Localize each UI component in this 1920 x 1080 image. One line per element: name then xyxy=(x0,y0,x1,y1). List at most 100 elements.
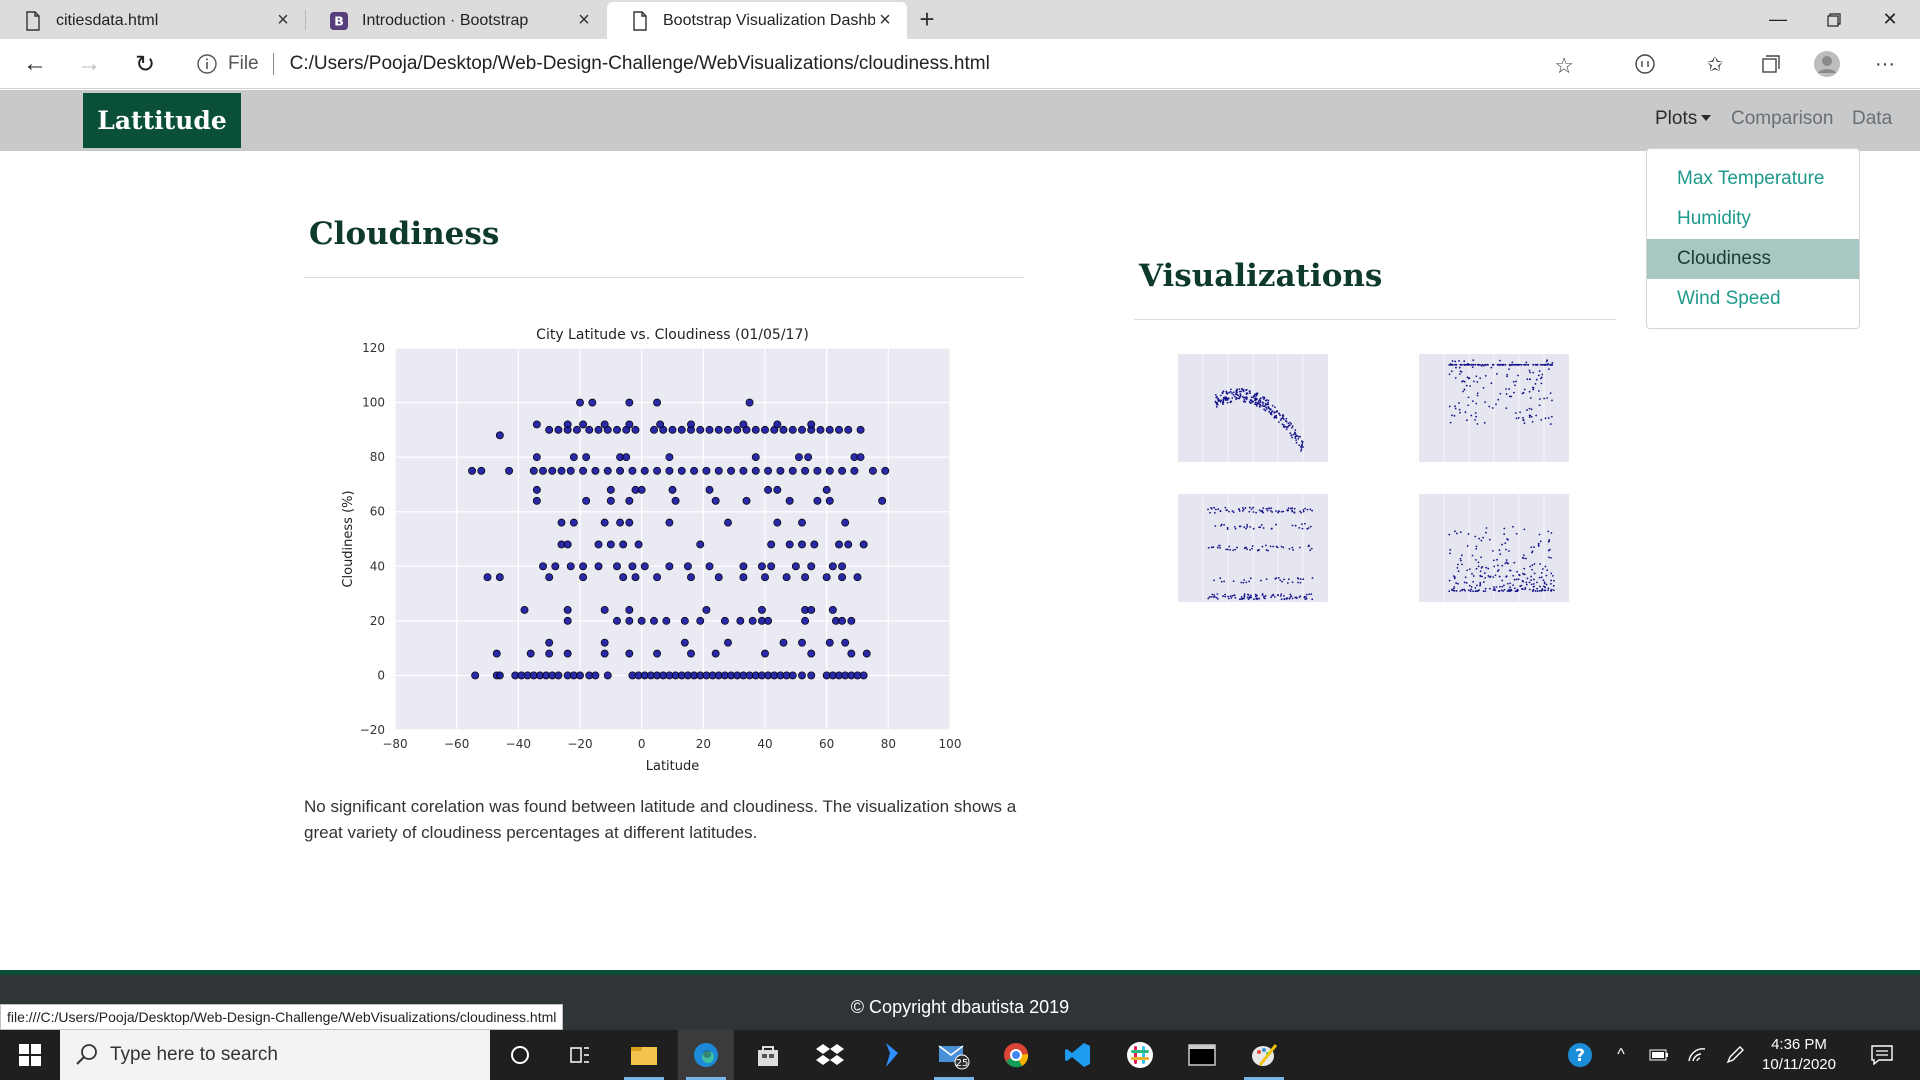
windows-start-icon[interactable] xyxy=(0,1030,60,1080)
restore-icon[interactable] xyxy=(1806,0,1862,39)
chevron-up-icon[interactable]: ^ xyxy=(1617,1046,1625,1063)
page-icon xyxy=(24,10,42,31)
thumb-point xyxy=(1279,579,1282,582)
scatter-point xyxy=(545,573,554,582)
taskbar-clock[interactable]: 4:36 PM 10/11/2020 xyxy=(1754,1035,1844,1075)
close-icon[interactable]: × xyxy=(578,9,590,31)
thumb-point xyxy=(1221,392,1224,395)
thumb-point xyxy=(1484,590,1487,593)
dropdown-item-wind-speed[interactable]: Wind Speed xyxy=(1677,288,1781,309)
browser-tab-bootstrap[interactable]: B Introduction · Bootstrap × xyxy=(306,2,606,39)
thumb-point xyxy=(1533,578,1535,581)
mail-icon[interactable]: 25 xyxy=(926,1030,982,1080)
thumb-point xyxy=(1540,589,1543,592)
thumb-point xyxy=(1475,545,1478,548)
thumb-point xyxy=(1303,595,1306,598)
thumb-point xyxy=(1519,411,1521,414)
thumb-point xyxy=(1227,510,1230,513)
address-bar[interactable]: File C:/Users/Pooja/Desktop/Web-Design-C… xyxy=(180,45,1588,83)
thumb-point xyxy=(1483,421,1486,424)
edge-browser-icon[interactable] xyxy=(678,1030,734,1080)
thumb-point xyxy=(1551,361,1554,364)
power-automate-icon[interactable] xyxy=(864,1030,920,1080)
thumb-point xyxy=(1510,363,1513,366)
new-tab-plus-icon[interactable]: + xyxy=(919,3,935,34)
scatter-point xyxy=(579,466,588,475)
browser-tab-citiesdata[interactable]: citiesdata.html × xyxy=(0,2,305,39)
thumb-point xyxy=(1472,590,1474,593)
thumb-point xyxy=(1231,397,1234,399)
thumb-point xyxy=(1517,578,1520,581)
scatter-point xyxy=(687,649,695,658)
url-text[interactable]: C:/Users/Pooja/Desktop/Web-Design-Challe… xyxy=(289,53,990,74)
nav-comparison[interactable]: Comparison xyxy=(1731,108,1834,129)
refresh-icon[interactable]: ↻ xyxy=(134,50,156,78)
close-window-icon[interactable]: ✕ xyxy=(1882,9,1898,29)
nav-data[interactable]: Data xyxy=(1852,108,1893,129)
thumb-point xyxy=(1255,404,1258,407)
brand-logo[interactable]: Lattitude xyxy=(83,93,241,148)
thumb-point xyxy=(1298,526,1301,529)
collections-icon[interactable] xyxy=(1756,49,1786,79)
close-icon[interactable]: × xyxy=(277,9,289,31)
help-icon[interactable]: ? xyxy=(1562,1030,1598,1080)
thumbnail-wind-speed[interactable] xyxy=(1403,486,1578,621)
thumb-point xyxy=(1262,507,1265,510)
thumb-point xyxy=(1264,399,1267,402)
favorites-icon[interactable]: ✩ xyxy=(1706,53,1724,76)
dropbox-icon[interactable] xyxy=(802,1030,858,1080)
thumb-point xyxy=(1513,578,1516,581)
thumb-point xyxy=(1505,559,1508,561)
browser-tab-dashboard[interactable]: Bootstrap Visualization Dashboa × xyxy=(607,2,907,39)
more-menu-icon[interactable]: ··· xyxy=(1875,52,1895,75)
scatter-point xyxy=(606,540,615,549)
back-arrow-icon[interactable]: ← xyxy=(23,50,47,77)
wifi-icon[interactable] xyxy=(1682,1030,1712,1080)
scatter-point xyxy=(665,562,674,571)
thumb-point xyxy=(1262,402,1264,405)
reader-view-icon[interactable] xyxy=(1630,49,1660,79)
thumb-point xyxy=(1530,408,1533,411)
notifications-icon[interactable] xyxy=(1864,1030,1900,1080)
pen-icon[interactable] xyxy=(1720,1030,1750,1080)
vscode-icon[interactable] xyxy=(1050,1030,1106,1080)
scatter-point xyxy=(628,562,637,571)
thumb-point xyxy=(1535,378,1538,381)
search-placeholder: Type here to search xyxy=(110,1044,278,1065)
minimize-icon[interactable]: — xyxy=(1769,9,1787,29)
forward-arrow-icon[interactable]: → xyxy=(77,50,101,77)
chrome-icon[interactable] xyxy=(988,1030,1044,1080)
slack-icon[interactable] xyxy=(1112,1030,1168,1080)
task-view-icon[interactable] xyxy=(552,1030,608,1080)
thumb-point xyxy=(1540,418,1543,421)
cortana-icon[interactable] xyxy=(492,1030,548,1080)
store-icon[interactable] xyxy=(740,1030,796,1080)
thumb-point xyxy=(1211,593,1214,596)
thumbnail-cloudiness[interactable] xyxy=(1162,486,1337,621)
taskbar-search-box[interactable]: Type here to search xyxy=(60,1030,490,1080)
thumbnail-humidity[interactable] xyxy=(1403,346,1578,481)
thumb-point xyxy=(1480,556,1482,559)
dropdown-item-cloudiness[interactable]: Cloudiness xyxy=(1647,239,1859,279)
chart-svg: −80 −60 −40 −20 0 20 40 60 80 100 −20 0 20 40 60 80 100 1… xyxy=(341,327,961,774)
thumbnail-max-temperature[interactable] xyxy=(1162,346,1337,481)
thumb-point xyxy=(1510,588,1512,591)
dropdown-item-max-temperature[interactable]: Max Temperature xyxy=(1677,168,1825,189)
thumb-point xyxy=(1516,588,1519,591)
thumb-point xyxy=(1516,363,1519,366)
profile-avatar-icon[interactable] xyxy=(1812,49,1842,79)
terminal-icon[interactable] xyxy=(1174,1030,1230,1080)
thumb-point xyxy=(1508,368,1510,370)
thumb-point xyxy=(1302,446,1304,448)
nav-plots-dropdown[interactable]: Plots xyxy=(1655,108,1712,130)
paint-icon[interactable] xyxy=(1236,1030,1292,1080)
scatter-point xyxy=(761,649,769,658)
thumb-point xyxy=(1539,363,1542,366)
star-icon[interactable]: ☆ xyxy=(1554,53,1574,78)
dropdown-item-humidity[interactable]: Humidity xyxy=(1677,208,1751,229)
battery-icon[interactable] xyxy=(1644,1030,1674,1080)
file-explorer-icon[interactable] xyxy=(616,1030,672,1080)
thumb-point xyxy=(1299,578,1302,581)
close-icon[interactable]: × xyxy=(879,9,891,31)
scatter-point xyxy=(825,496,834,505)
